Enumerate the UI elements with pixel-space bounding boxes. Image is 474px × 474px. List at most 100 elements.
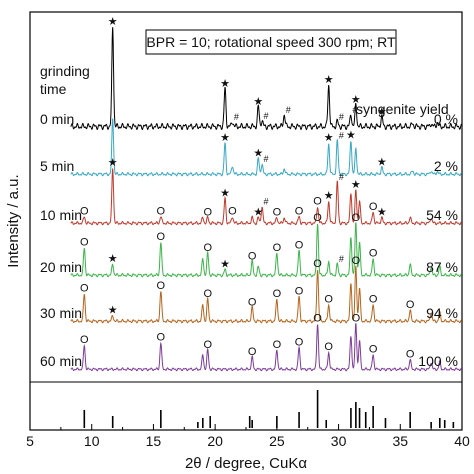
condition-box bbox=[145, 29, 397, 55]
trace-label: 5 min bbox=[40, 158, 74, 174]
peak-marker-hash: # bbox=[264, 111, 269, 121]
grinding-header-line1: grinding bbox=[40, 63, 90, 79]
peak-marker-star: ★ bbox=[220, 259, 230, 271]
trace-label: 60 min bbox=[40, 353, 82, 369]
peak-marker-star: ★ bbox=[253, 147, 263, 159]
peak-marker-star: ★ bbox=[220, 78, 230, 90]
peak-marker-circle: O bbox=[295, 239, 304, 251]
peak-marker-circle: O bbox=[80, 205, 89, 217]
x-axis-label: 2θ / degree, CuKα bbox=[185, 455, 307, 472]
xrd-traces: 0 min 0 %★★#★##★##★★5 min 2 %★★ #★ # ★★10 min… bbox=[40, 16, 463, 372]
peak-marker-circle: O bbox=[406, 299, 415, 311]
peak-marker-circle: O bbox=[203, 339, 212, 351]
yield-label: 94 % bbox=[426, 305, 458, 321]
yield-label: 54 % bbox=[426, 207, 458, 223]
peak-marker-star: ★ bbox=[346, 129, 356, 141]
peak-marker-circle: O bbox=[273, 242, 282, 254]
peak-marker-star: ★ bbox=[351, 179, 361, 191]
peak-marker-circle: O bbox=[369, 294, 378, 306]
x-tick-label: 10 bbox=[84, 433, 100, 449]
peak-marker-circle: O bbox=[248, 296, 257, 308]
trace-label: 0 min bbox=[40, 111, 74, 127]
x-tick-label: 40 bbox=[454, 433, 470, 449]
peak-marker-star: ★ bbox=[324, 132, 334, 144]
peak-marker-circle: O bbox=[369, 248, 378, 260]
peak-marker-circle: O bbox=[273, 288, 282, 300]
x-tick-label: 15 bbox=[146, 433, 162, 449]
x-tick-label: 35 bbox=[392, 433, 408, 449]
peak-marker-circle: O bbox=[369, 201, 378, 213]
peak-marker-circle: O bbox=[157, 280, 166, 292]
trace-label: 20 min bbox=[40, 259, 82, 275]
peak-marker-circle: O bbox=[313, 258, 322, 270]
x-tick-label: 25 bbox=[269, 433, 285, 449]
peak-marker-hash: # bbox=[234, 112, 239, 122]
peak-marker-circle: O bbox=[203, 288, 212, 300]
trace-10-min bbox=[70, 168, 462, 226]
plot-frame bbox=[29, 11, 463, 431]
condition-text: BPR = 10; rotational speed 300 rpm; RT bbox=[146, 34, 396, 50]
x-axis-ticks: 5 10 15 20 25 30 35 40 bbox=[26, 424, 470, 449]
peak-marker-hash: # bbox=[339, 112, 344, 122]
peak-marker-circle: O bbox=[352, 255, 361, 267]
peak-marker-star: ★ bbox=[108, 305, 118, 317]
yield-label: 0 % bbox=[434, 111, 458, 127]
peak-marker-star: ★ bbox=[108, 253, 118, 265]
trace-5-min bbox=[70, 118, 462, 177]
peak-marker-star: ★ bbox=[253, 207, 263, 219]
peak-marker-star: ★ bbox=[324, 190, 334, 202]
yield-header: syngenite yield bbox=[356, 101, 449, 117]
yield-label: 100 % bbox=[418, 353, 458, 369]
peak-marker-circle: O bbox=[352, 312, 361, 324]
grinding-header-line2: time bbox=[40, 81, 67, 97]
trace-label: 30 min bbox=[40, 305, 82, 321]
peak-marker-circle: O bbox=[273, 207, 282, 219]
peak-marker-circle: O bbox=[157, 231, 166, 243]
peak-marker-circle: O bbox=[248, 346, 257, 358]
peak-marker-circle: O bbox=[295, 205, 304, 217]
peak-marker-circle: O bbox=[406, 348, 415, 360]
trace-0-min bbox=[70, 27, 463, 131]
peak-marker-star: ★ bbox=[377, 207, 387, 219]
peak-marker-circle: O bbox=[157, 332, 166, 344]
peak-marker-circle: O bbox=[324, 294, 333, 306]
peak-marker-circle: O bbox=[313, 312, 322, 324]
peak-marker-circle: O bbox=[80, 334, 89, 346]
peak-marker-circle: O bbox=[295, 336, 304, 348]
peak-marker-hash: # bbox=[339, 254, 344, 264]
yield-label: 87 % bbox=[426, 259, 458, 275]
peak-marker-star: ★ bbox=[377, 106, 387, 118]
peak-marker-circle: O bbox=[80, 237, 89, 249]
peak-marker-circle: O bbox=[352, 212, 361, 224]
peak-marker-circle: O bbox=[324, 341, 333, 353]
peak-marker-star: ★ bbox=[351, 94, 361, 106]
yield-label: 2 % bbox=[434, 158, 458, 174]
trace-20-min bbox=[70, 222, 462, 278]
peak-marker-star: ★ bbox=[108, 16, 118, 28]
peak-marker-circle: O bbox=[273, 339, 282, 351]
peak-marker-circle: O bbox=[369, 344, 378, 356]
peak-marker-star: ★ bbox=[377, 156, 387, 168]
x-tick-label: 20 bbox=[207, 433, 223, 449]
peak-marker-star: ★ bbox=[324, 74, 334, 86]
peak-marker-circle: O bbox=[248, 250, 257, 262]
peak-marker-circle: O bbox=[203, 207, 212, 219]
peak-marker-hash: # bbox=[352, 105, 357, 115]
peak-marker-star: ★ bbox=[220, 132, 230, 144]
peak-marker-hash: # bbox=[339, 172, 344, 182]
peak-marker-hash: # bbox=[286, 105, 291, 115]
peak-marker-hash: # bbox=[339, 130, 344, 140]
trace-label: 10 min bbox=[40, 207, 82, 223]
peak-marker-hash: # bbox=[264, 197, 269, 207]
peak-marker-star: ★ bbox=[220, 187, 230, 199]
x-tick-label: 5 bbox=[26, 433, 34, 449]
peak-marker-circle: O bbox=[157, 205, 166, 217]
peak-marker-star: ★ bbox=[108, 157, 118, 169]
peak-marker-circle: O bbox=[203, 242, 212, 254]
trace-60-min bbox=[70, 323, 462, 372]
peak-marker-circle: O bbox=[80, 283, 89, 295]
peak-marker-circle: O bbox=[313, 212, 322, 224]
peak-marker-star: ★ bbox=[253, 96, 263, 108]
trace-30-min bbox=[70, 265, 462, 324]
